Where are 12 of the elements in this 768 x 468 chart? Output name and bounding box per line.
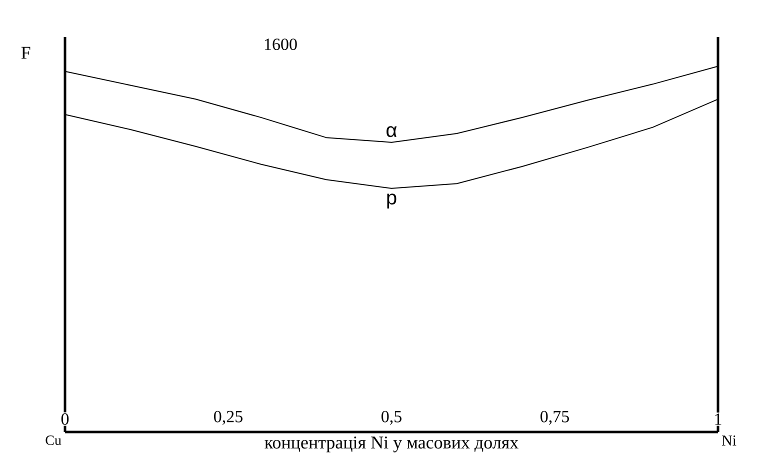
x-tick-label: 1 [715,414,722,425]
series-label: α [386,126,397,138]
x-tick-label: 0,5 [382,410,402,425]
x-tick-label: 0,25 [214,410,242,425]
x-axis-title: концентрація Ni у масових долях [264,436,518,452]
y-axis-title: F [21,46,30,59]
text: 1600 [264,38,297,50]
series-label: p [387,194,396,209]
text: Ni [722,436,736,446]
x-tick-label: 0,75 [540,410,569,425]
x-tick-label: 0 [61,413,69,425]
text: Cu [46,436,62,445]
